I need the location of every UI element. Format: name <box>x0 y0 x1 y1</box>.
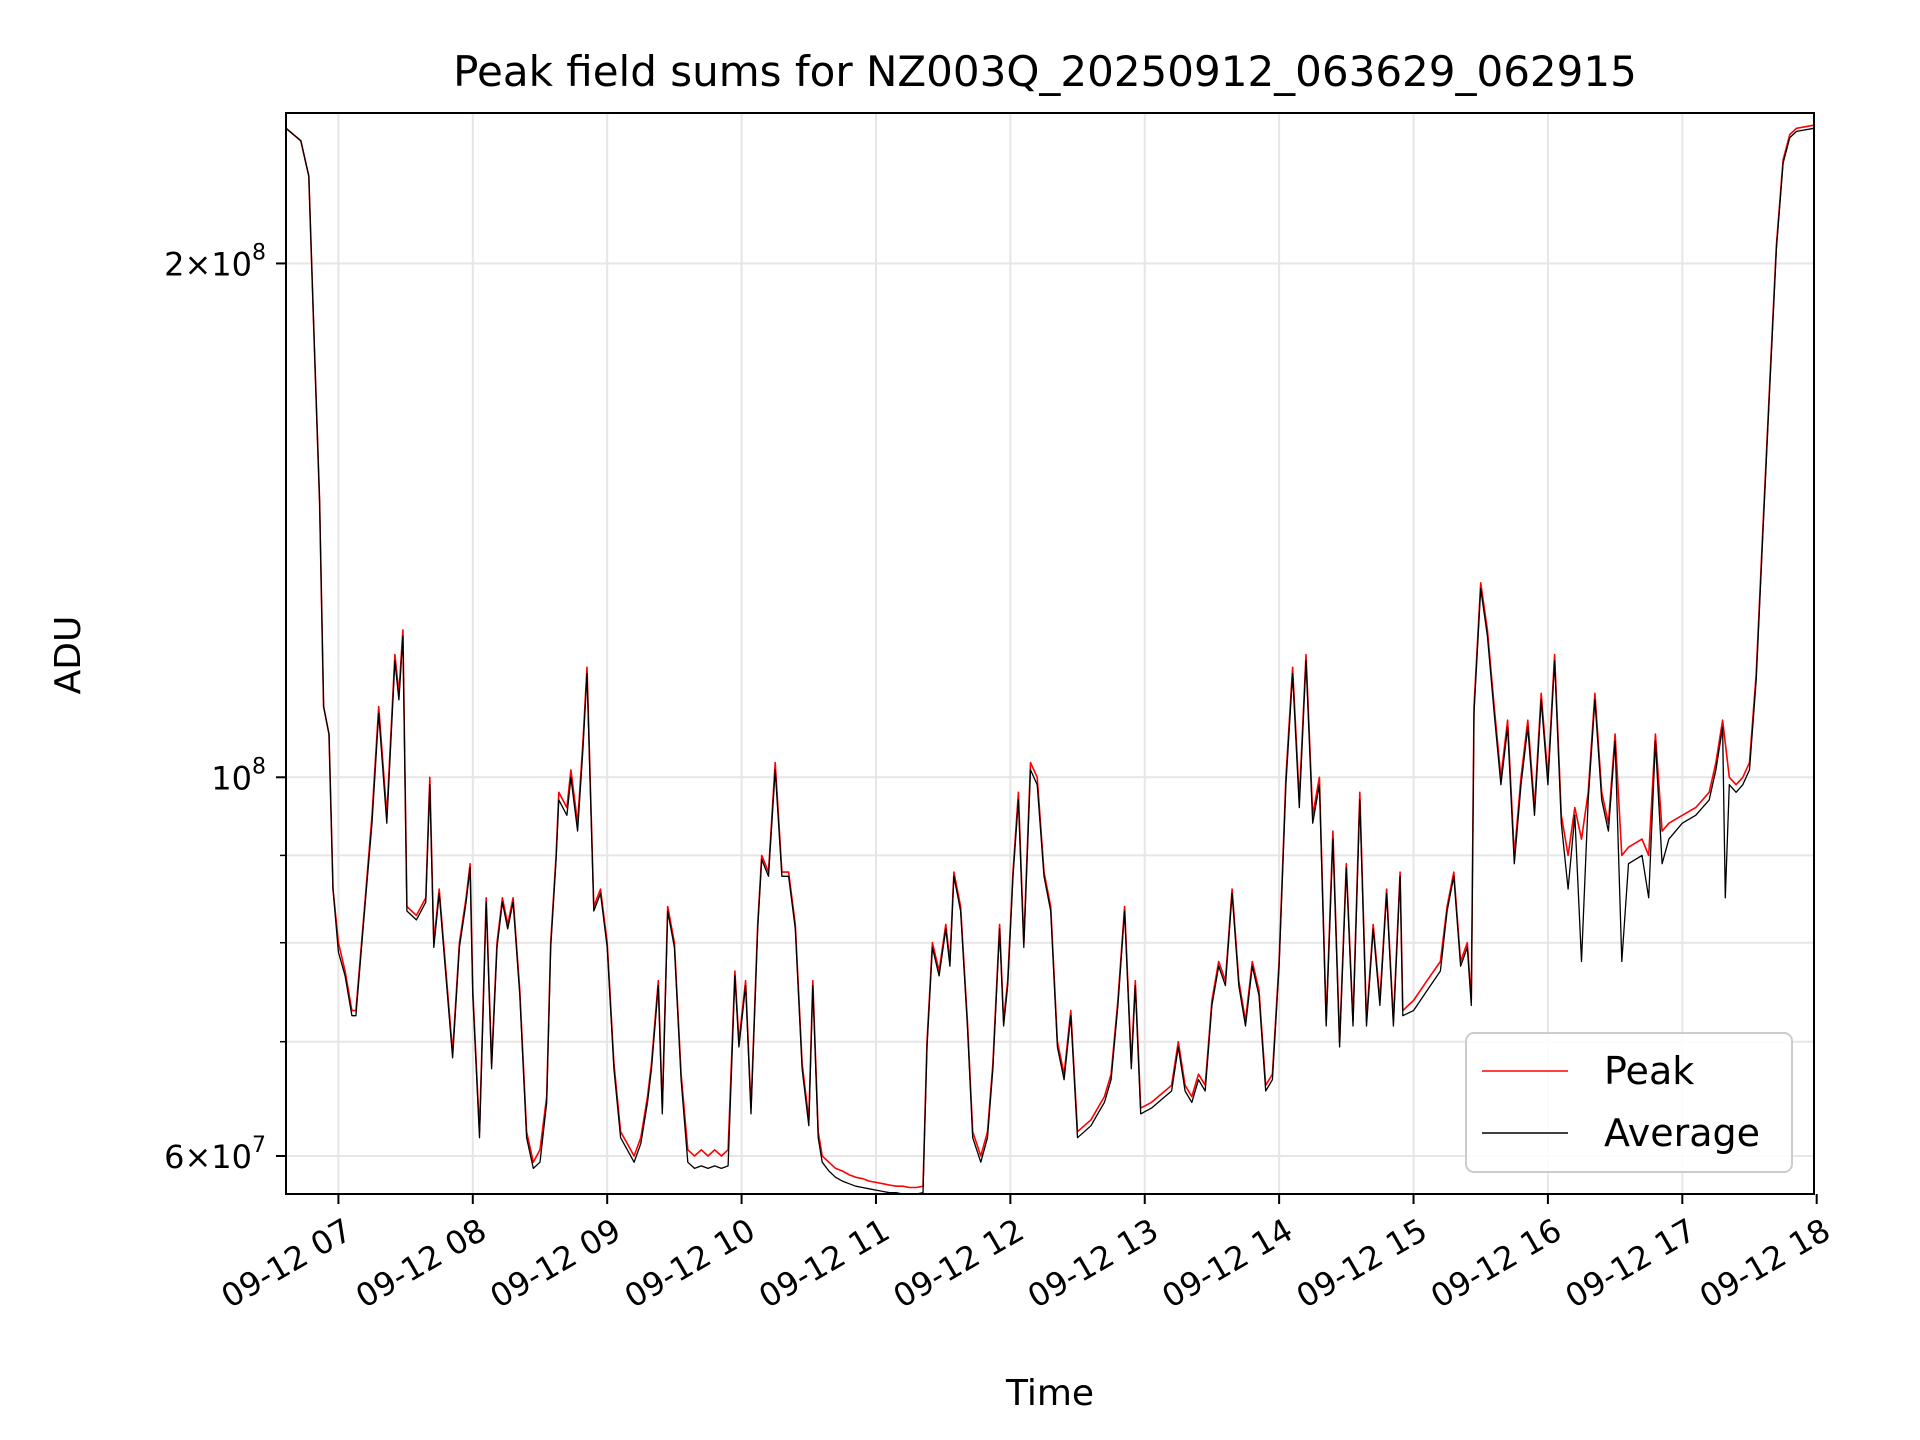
y-tick-base: 6×10 <box>164 1138 252 1176</box>
y-tick-exponent: 7 <box>252 1133 266 1158</box>
x-axis-label: Time <box>1005 1373 1094 1414</box>
plot-area <box>286 124 1814 1194</box>
y-tick-label: 108 <box>211 754 266 797</box>
axes-frame <box>285 112 1815 1195</box>
y-tick-label: 2×108 <box>164 240 266 283</box>
legend-box <box>1465 1032 1793 1173</box>
legend-label-peak: Peak <box>1604 1049 1694 1093</box>
series-layer <box>286 124 1814 1194</box>
y-tick-label: 6×107 <box>164 1133 266 1176</box>
legend: Peak Average <box>1465 1032 1793 1173</box>
y-tick-exponent: 8 <box>252 240 266 265</box>
y-tick-base: 10 <box>211 759 252 797</box>
legend-label-average: Average <box>1604 1111 1760 1155</box>
series-line-average <box>286 127 1814 1194</box>
chart-title: Peak field sums for NZ003Q_20250912_0636… <box>453 47 1637 96</box>
y-axis-label: ADU <box>48 616 89 695</box>
y-tick-base: 2×10 <box>164 245 252 283</box>
y-tick-exponent: 8 <box>252 754 266 779</box>
